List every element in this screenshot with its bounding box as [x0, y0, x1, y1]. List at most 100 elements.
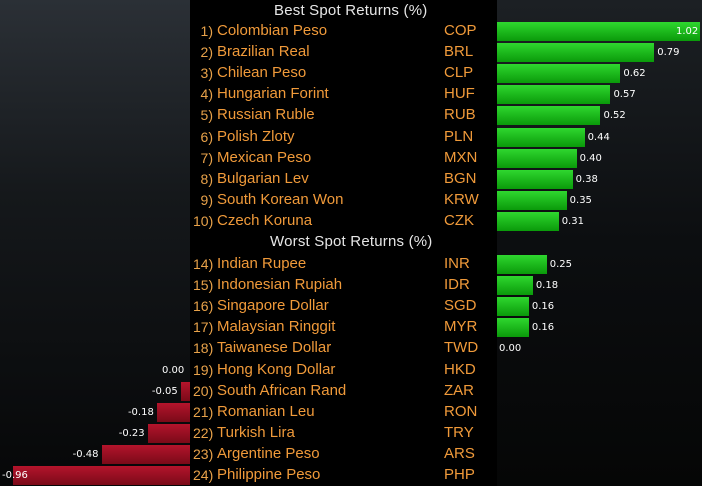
value-label: 0.25: [549, 259, 573, 270]
rank-label: 9): [200, 191, 213, 208]
currency-name: Taiwanese Dollar: [217, 339, 332, 357]
value-label: 0.18: [535, 280, 559, 292]
currency-name: Brazilian Real: [217, 43, 310, 61]
positive-bar: [497, 169, 573, 189]
currency-code: RUB: [444, 106, 476, 124]
rank-label: 2): [200, 44, 213, 61]
rank-label: 8): [200, 170, 213, 187]
currency-code: ARS: [444, 444, 475, 462]
rank-label: 14): [193, 256, 214, 272]
positive-bar: [497, 64, 621, 84]
rank-label: 24): [193, 467, 214, 483]
positive-bar: [497, 127, 585, 147]
currency-code: CLP: [444, 64, 474, 82]
currency-code: PLN: [444, 127, 474, 145]
positive-bar: [497, 276, 533, 296]
value-label: 0.62: [623, 68, 646, 80]
currency-code: RON: [444, 402, 478, 420]
positive-bar: [497, 22, 700, 42]
currency-code: CZK: [444, 211, 474, 229]
value-label: 0.35: [569, 194, 592, 206]
currency-name: Russian Ruble: [217, 106, 315, 124]
rank-label: 19): [193, 361, 214, 378]
rank-label: 21): [193, 403, 214, 420]
rank-label: 15): [193, 277, 214, 294]
currency-code: TRY: [444, 423, 474, 441]
currency-name: Polish Zloty: [217, 127, 295, 145]
rank-label: 18): [193, 340, 214, 357]
rank-label: 7): [200, 149, 213, 166]
value-label: -0.18: [127, 406, 154, 418]
currency-name: South Korean Won: [217, 190, 344, 208]
currency-code: HKD: [444, 360, 476, 378]
positive-bar: [497, 318, 529, 338]
rank-label: 3): [200, 65, 213, 82]
currency-code: KRW: [444, 190, 479, 208]
rank-label: 22): [193, 424, 214, 441]
currency-name: Indonesian Rupiah: [217, 276, 343, 294]
rank-label: 16): [193, 298, 214, 315]
value-label: 0.00: [499, 343, 522, 355]
currency-name: Romanian Leu: [217, 402, 315, 420]
currency-code: INR: [444, 255, 470, 272]
value-label: 1.02: [676, 26, 699, 37]
negative-bar: [156, 402, 190, 422]
currency-code: COP: [444, 22, 477, 39]
currency-name: Chilean Peso: [217, 64, 307, 82]
positive-bar: [497, 255, 547, 275]
currency-name: Bulgarian Lev: [217, 169, 309, 187]
currency-code: HUF: [444, 85, 475, 103]
currency-code: BRL: [444, 43, 474, 61]
chart-title: Best Spot Returns (%): [274, 2, 428, 19]
currency-code: ZAR: [444, 381, 474, 399]
value-label: 0.16: [531, 322, 555, 334]
value-label: -0.23: [118, 427, 145, 439]
positive-bar: [497, 148, 577, 168]
currency-name: Colombian Peso: [217, 22, 328, 39]
positive-bar: [497, 106, 601, 126]
value-label: 0.40: [579, 152, 602, 164]
value-label: 0.79: [657, 47, 680, 59]
currency-name: Czech Koruna: [217, 211, 313, 229]
currency-code: MYR: [444, 318, 478, 336]
chart-subtitle: Worst Spot Returns (%): [270, 233, 433, 250]
negative-bar: [180, 381, 190, 401]
currency-name: Argentine Peso: [217, 444, 320, 462]
negative-bar: [101, 444, 190, 464]
value-label: -0.96: [2, 470, 28, 481]
rank-label: 20): [193, 382, 214, 399]
value-label: 0.38: [575, 173, 598, 185]
positive-bar: [497, 211, 559, 231]
currency-name: Hong Kong Dollar: [217, 360, 336, 378]
rank-label: 6): [200, 128, 213, 145]
rank-label: 17): [193, 319, 214, 336]
currency-name: Turkish Lira: [217, 423, 295, 441]
negative-bar: [13, 466, 190, 486]
rank-label: 10): [193, 212, 214, 229]
value-label: 0.44: [587, 131, 610, 143]
currency-name: Malaysian Ringgit: [217, 318, 336, 336]
currency-code: IDR: [444, 276, 470, 294]
positive-bar: [497, 297, 529, 317]
currency-name: Singapore Dollar: [217, 297, 329, 315]
positive-bar: [497, 43, 655, 63]
value-label: -0.48: [72, 448, 99, 460]
currency-name: South African Rand: [217, 381, 347, 399]
value-label: 0.52: [603, 110, 626, 122]
rank-label: 5): [200, 107, 213, 124]
currency-name: Philippine Peso: [217, 466, 321, 483]
currency-name: Hungarian Forint: [217, 85, 329, 103]
negative-bar: [147, 423, 190, 443]
rank-label: 1): [200, 23, 213, 39]
currency-name: Indian Rupee: [217, 255, 307, 272]
value-label: -0.05: [151, 385, 178, 397]
currency-name: Mexican Peso: [217, 148, 312, 166]
currency-code: TWD: [444, 339, 479, 357]
rank-label: 4): [200, 86, 213, 103]
currency-code: BGN: [444, 169, 477, 187]
currency-code: SGD: [444, 297, 477, 315]
value-label: 0.31: [561, 215, 584, 227]
currency-code: PHP: [444, 466, 475, 483]
positive-bar: [497, 85, 611, 105]
